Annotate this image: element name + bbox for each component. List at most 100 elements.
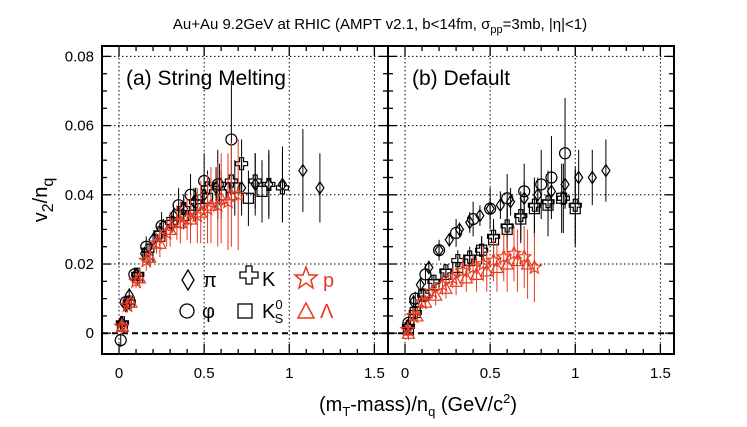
data-point bbox=[142, 249, 157, 263]
data-point bbox=[173, 215, 188, 229]
data-point bbox=[438, 280, 453, 294]
data-point bbox=[409, 308, 424, 322]
data-point bbox=[569, 203, 581, 215]
data-point bbox=[528, 203, 541, 215]
data-point bbox=[409, 306, 421, 319]
panel-b-frame bbox=[387, 45, 675, 355]
panel-b-label: (b) Default bbox=[412, 67, 510, 90]
data-point bbox=[114, 334, 127, 347]
data-point bbox=[132, 270, 147, 284]
legend-label-p: p bbox=[323, 270, 334, 292]
data-point bbox=[556, 192, 568, 204]
grid bbox=[102, 46, 674, 354]
panel-a-label: (a) String Melting bbox=[126, 67, 286, 90]
data-point bbox=[475, 255, 492, 272]
plot-area bbox=[113, 80, 611, 348]
data-point bbox=[500, 256, 515, 270]
legend-label-pi: π bbox=[203, 270, 217, 292]
data-point bbox=[432, 244, 446, 257]
data-point bbox=[587, 170, 598, 185]
data-point bbox=[424, 260, 434, 275]
data-point bbox=[444, 232, 455, 247]
legend-marker-lambda bbox=[296, 301, 316, 319]
data-point bbox=[262, 177, 276, 192]
data-point bbox=[573, 170, 584, 185]
x-tick-label-b-2: 1 bbox=[571, 365, 579, 382]
data-point bbox=[505, 194, 516, 209]
data-point bbox=[501, 192, 514, 205]
data-point bbox=[520, 256, 535, 270]
data-point bbox=[127, 272, 145, 289]
legend-label-k: K bbox=[262, 269, 276, 291]
data-point bbox=[469, 267, 484, 281]
y-tick-label-0: 0 bbox=[86, 325, 94, 342]
data-point bbox=[199, 200, 216, 216]
data-point bbox=[526, 258, 543, 275]
data-point bbox=[533, 187, 543, 202]
data-point bbox=[475, 208, 485, 223]
data-point bbox=[298, 163, 308, 178]
x-tick-label-a-0: 0 bbox=[115, 365, 123, 382]
legend: π K p φ K0 S Λ bbox=[179, 264, 334, 326]
x-tick-label-a-1: 0.5 bbox=[194, 365, 215, 382]
data-point bbox=[464, 215, 475, 230]
x-tick-label-b-1: 0.5 bbox=[480, 365, 501, 382]
y-tick-label-2: 0.04 bbox=[65, 187, 94, 204]
x-tick-label-b-0: 0 bbox=[401, 365, 409, 382]
y-tick-label-3: 0.06 bbox=[65, 118, 94, 135]
data-point bbox=[203, 197, 218, 211]
data-point bbox=[115, 319, 130, 332]
legend-marker-pi bbox=[181, 268, 195, 292]
x-tick-label-a-3: 1.5 bbox=[364, 365, 385, 382]
y-axis-title: v2/nq bbox=[30, 178, 57, 223]
data-point bbox=[256, 185, 268, 197]
data-point bbox=[484, 202, 497, 215]
data-point bbox=[515, 213, 527, 225]
data-point bbox=[123, 294, 138, 308]
data-point bbox=[158, 224, 175, 240]
data-point bbox=[459, 270, 474, 284]
data-point bbox=[449, 274, 464, 287]
data-point bbox=[510, 253, 525, 267]
legend-marker-k0s bbox=[237, 303, 253, 319]
data-point bbox=[119, 296, 136, 313]
data-point bbox=[418, 294, 433, 308]
data-point bbox=[415, 277, 426, 292]
y-tick-label-1: 0.02 bbox=[65, 256, 94, 273]
legend-label-phi: φ bbox=[202, 301, 215, 323]
data-point bbox=[138, 251, 155, 268]
axes: 0 0.5 1 1.5 0 0.02 0.04 0.06 0.08 0 0.5 1 1.5 bbox=[65, 46, 674, 382]
data-point bbox=[505, 244, 523, 261]
data-point bbox=[399, 321, 416, 337]
data-point bbox=[193, 204, 208, 218]
x-tick-label-b-3: 1.5 bbox=[650, 365, 671, 382]
panel-a-frame bbox=[101, 45, 389, 355]
data-point bbox=[542, 199, 554, 211]
data-point bbox=[535, 178, 548, 191]
data-point bbox=[224, 187, 239, 201]
data-point bbox=[113, 317, 130, 334]
data-point bbox=[163, 222, 178, 236]
data-point bbox=[419, 268, 432, 281]
data-point bbox=[495, 248, 513, 265]
legend-marker-p bbox=[292, 264, 320, 290]
data-point bbox=[545, 171, 558, 184]
data-point bbox=[315, 180, 325, 195]
data-point bbox=[428, 287, 443, 301]
data-point bbox=[275, 181, 290, 195]
legend-marker-k bbox=[239, 265, 259, 285]
data-point bbox=[152, 236, 167, 249]
y-tick-label-4: 0.08 bbox=[65, 48, 94, 65]
data-point bbox=[214, 191, 229, 204]
legend-label-lambda: Λ bbox=[320, 301, 334, 323]
data-point bbox=[467, 212, 480, 226]
series-b-2 bbox=[402, 97, 572, 330]
data-point bbox=[501, 223, 513, 236]
chart-title: Au+Au 9.2GeV at RHIC (AMPT v2.1, b<14fm,… bbox=[173, 16, 587, 36]
data-point bbox=[601, 163, 611, 178]
data-point bbox=[489, 260, 504, 274]
data-point bbox=[479, 263, 494, 277]
data-point bbox=[449, 226, 463, 239]
data-point bbox=[401, 325, 416, 339]
